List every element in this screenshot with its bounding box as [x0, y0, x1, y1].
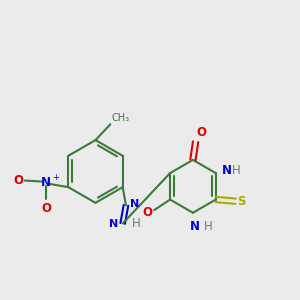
Text: O: O [142, 206, 152, 219]
Text: N: N [130, 199, 139, 209]
Text: H: H [232, 164, 240, 177]
Text: O: O [14, 174, 23, 187]
Text: S: S [238, 195, 246, 208]
Text: O: O [196, 126, 207, 139]
Text: H: H [132, 217, 141, 230]
Text: -: - [16, 171, 20, 181]
Text: +: + [52, 173, 59, 182]
Text: O: O [41, 202, 51, 215]
Text: CH₃: CH₃ [112, 113, 130, 123]
Text: N: N [190, 220, 200, 233]
Text: N: N [222, 164, 232, 177]
Text: H: H [203, 220, 212, 233]
Text: N: N [109, 219, 118, 229]
Text: N: N [41, 176, 51, 189]
